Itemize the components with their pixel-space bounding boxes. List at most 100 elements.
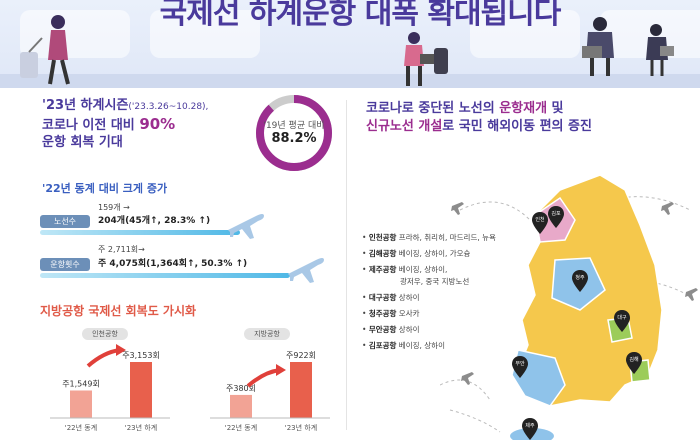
pin-label: 제주 bbox=[525, 423, 535, 429]
right-headline-2: 신규노선 개설로 국민 해외이동 편의 증진 bbox=[366, 115, 592, 134]
flights-runway bbox=[40, 273, 290, 278]
right-headline-1: 코로나로 중단된 노선의 운항재개 및 bbox=[366, 97, 564, 116]
flight-path bbox=[449, 409, 501, 433]
map-pin-icon bbox=[626, 352, 642, 374]
rh1-text-b: 및 bbox=[547, 101, 564, 116]
recovery-percent: 90% bbox=[139, 115, 176, 133]
seated-person-illustration bbox=[582, 17, 614, 76]
route-airport: 대구공항 bbox=[368, 293, 397, 302]
bullet-icon: • bbox=[362, 249, 369, 258]
ring-value: 88.2% bbox=[271, 131, 317, 146]
map-pin-icon bbox=[548, 206, 564, 228]
bullet-icon: • bbox=[362, 265, 369, 274]
bullet-icon: • bbox=[362, 293, 369, 302]
airplane-icon bbox=[228, 214, 264, 239]
bar bbox=[70, 390, 92, 418]
bar-value-label: 주3,153회 bbox=[122, 351, 160, 360]
flights-tag: 운항횟수 bbox=[40, 258, 90, 271]
route-destinations: 프라하, 취리히, 마드리드, 뉴욕 bbox=[396, 233, 496, 242]
group-label-incheon: 인천공항 bbox=[82, 328, 128, 340]
route-airport: 김포공항 bbox=[368, 341, 397, 350]
bar-value-label: 주1,549회 bbox=[62, 379, 100, 388]
ring-fill bbox=[256, 95, 332, 171]
flights-now: 주 4,075회(1,364회↑, 50.3% ↑) bbox=[98, 259, 248, 269]
page-headline: 국제선 하계운항 대폭 확대됩니다 bbox=[159, 0, 562, 31]
route-destinations: 베이징, 상하이, bbox=[396, 265, 448, 274]
season-line2: 코로나 이전 대비 bbox=[42, 118, 140, 133]
bar-value-label: 주922회 bbox=[286, 351, 316, 360]
route-item: • 무안공항 상하이 bbox=[362, 322, 532, 338]
route-destinations: 베이징, 상하이, 가오슝 bbox=[396, 249, 471, 258]
season-period: ('23.3.26~10.28), bbox=[128, 102, 209, 112]
growth-arrow bbox=[246, 368, 281, 388]
floor-decor bbox=[0, 74, 700, 88]
bullet-icon: • bbox=[362, 309, 369, 318]
local-bar-chart: 주1,549회 '22년 동계 주3,153회 '23년 하계 주380회 '22년 동계… bbox=[30, 340, 360, 440]
route-item: • 청주공항 오사카 bbox=[362, 306, 532, 322]
laptop-person-illustration bbox=[404, 32, 448, 86]
route-airport: 청주공항 bbox=[368, 309, 397, 318]
flight-path bbox=[440, 379, 491, 401]
map-pin-icon bbox=[512, 356, 528, 378]
route-destinations: 상하이 bbox=[396, 325, 420, 334]
airplane-icon bbox=[661, 202, 674, 215]
bullet-icon: • bbox=[362, 325, 369, 334]
routes-runway bbox=[40, 230, 240, 235]
pin-label: 대구 bbox=[617, 315, 627, 321]
airplane-icon bbox=[288, 258, 324, 283]
rh2-text-b: 로 국민 해외이동 편의 증진 bbox=[442, 119, 592, 134]
growth-arrow bbox=[86, 348, 121, 368]
season-summary: '23년 하계시즌('23.3.26~10.28), 코로나 이전 대비 90%… bbox=[42, 97, 272, 151]
rh1-text-a: 코로나로 중단된 노선의 bbox=[366, 101, 500, 116]
airplane-icon bbox=[685, 288, 698, 301]
group-label-local: 지방공항 bbox=[244, 328, 290, 340]
route-item: • 인천공항 프라하, 취리히, 마드리드, 뉴욕 bbox=[362, 230, 532, 246]
routes-now: 204개(45개↑, 28.3% ↑) bbox=[98, 216, 211, 226]
korea-map-svg bbox=[440, 174, 698, 440]
flight-path bbox=[459, 201, 531, 221]
route-item: • 제주공항 베이징, 상하이, 광저우, 중국 지방노선 bbox=[362, 264, 532, 288]
airplane-icon bbox=[461, 372, 474, 385]
route-destinations: 오사카 bbox=[396, 309, 420, 318]
ring-caption: '19년 평균 대비 bbox=[263, 121, 325, 131]
bar-category-label: '23년 하계 bbox=[125, 423, 157, 432]
route-airport: 제주공항 bbox=[368, 265, 397, 274]
window-decor bbox=[150, 10, 260, 58]
bullet-icon: • bbox=[362, 341, 369, 350]
recovery-ring: '19년 평균 대비 88.2% bbox=[254, 93, 334, 173]
routes-tag: 노선수 bbox=[40, 215, 90, 228]
window-decor bbox=[20, 10, 130, 58]
growth-arrow-head bbox=[116, 344, 126, 356]
pin-label: 청주 bbox=[575, 275, 585, 281]
top-banner: 국제선 하계운항 대폭 확대됩니다 bbox=[0, 0, 700, 88]
route-item: • 김포공항 베이징, 상하이 bbox=[362, 338, 532, 354]
route-item: • 김해공항 베이징, 상하이, 가오슝 bbox=[362, 246, 532, 262]
bar bbox=[290, 362, 312, 418]
route-destinations: 베이징, 상하이 bbox=[396, 341, 445, 350]
map-pin-icon bbox=[532, 212, 548, 234]
seated-person-illustration-2 bbox=[646, 24, 674, 76]
growth-arrow-head bbox=[276, 364, 286, 376]
bar-category-label: '23년 하계 bbox=[285, 423, 317, 432]
airplane-icon bbox=[451, 202, 464, 215]
bar-value-label: 주380회 bbox=[226, 384, 256, 393]
map-pin-icon bbox=[522, 418, 538, 440]
route-airport: 무안공항 bbox=[368, 325, 397, 334]
map-pin-icon bbox=[614, 310, 630, 332]
route-destinations-2: 광저우, 중국 지방노선 bbox=[400, 277, 470, 286]
season-line1: '23년 하계시즌 bbox=[42, 98, 129, 113]
routes-prev: 159개 → bbox=[98, 203, 130, 212]
route-item: • 대구공항 상하이 bbox=[362, 290, 532, 306]
pin-label: 김해 bbox=[629, 357, 639, 363]
pin-label: 무안 bbox=[515, 361, 525, 367]
bar bbox=[230, 394, 252, 418]
korea-map: 인천 김포 청주 대구 김해 무안 제주 bbox=[440, 170, 700, 440]
local-title: 지방공항 국제선 회복도 가시화 bbox=[40, 304, 197, 318]
column-divider bbox=[346, 100, 347, 430]
flights-prev: 주 2,711회→ bbox=[98, 245, 145, 254]
bullet-icon: • bbox=[362, 233, 369, 242]
traveler-illustration bbox=[20, 15, 70, 85]
bar-category-label: '22년 동계 bbox=[65, 423, 97, 432]
pin-label: 김포 bbox=[551, 211, 561, 217]
map-pin-icon bbox=[572, 270, 588, 292]
